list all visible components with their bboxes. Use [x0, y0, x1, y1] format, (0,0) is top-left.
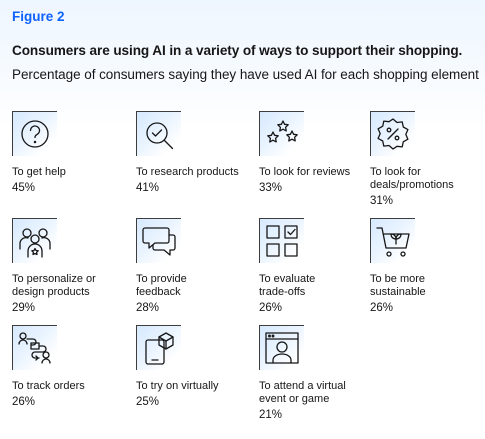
- usage-item: To personalize or design products 29%: [12, 218, 96, 314]
- usage-item: To provide feedback 28%: [136, 218, 187, 314]
- people-star-icon: [12, 218, 57, 263]
- grid-check-icon: [259, 218, 304, 263]
- item-value: 28%: [136, 302, 160, 314]
- usage-item: To track orders 26%: [12, 325, 85, 408]
- usage-item: To attend a virtual event or game 21%: [259, 325, 346, 421]
- item-value: 26%: [259, 302, 283, 314]
- item-label: To evaluate trade-offs: [259, 273, 316, 298]
- chart-subtitle: Percentage of consumers saying they have…: [12, 67, 479, 82]
- phone-cube-icon: [136, 325, 181, 370]
- chat-bubbles-icon: [136, 218, 181, 263]
- item-label: To get help: [12, 166, 66, 178]
- usage-item: To try on virtually 25%: [136, 325, 219, 408]
- question-icon: [12, 111, 57, 156]
- item-label: To personalize or design products: [12, 273, 96, 298]
- chart-title: Consumers are using AI in a variety of w…: [12, 43, 463, 58]
- usage-item: To look for deals/promotions 31%: [370, 111, 454, 207]
- usage-item: To evaluate trade-offs 26%: [259, 218, 315, 314]
- usage-item: To get help 45%: [12, 111, 66, 194]
- usage-item: To look for reviews 33%: [259, 111, 350, 194]
- stars-icon: [259, 111, 304, 156]
- item-label: To be more sustainable: [370, 273, 426, 298]
- item-label: To attend a virtual event or game: [259, 380, 346, 405]
- item-label: To track orders: [12, 380, 85, 392]
- item-label: To research products: [136, 166, 239, 178]
- item-value: 29%: [12, 302, 36, 314]
- percent-badge-icon: [370, 111, 415, 156]
- item-value: 26%: [12, 396, 36, 408]
- route-icon: [12, 325, 57, 370]
- item-value: 21%: [259, 409, 283, 421]
- usage-item: To be more sustainable 26%: [370, 218, 426, 314]
- item-label: To try on virtually: [136, 380, 219, 392]
- magnifier-check-icon: [136, 111, 181, 156]
- item-label: To provide feedback: [136, 273, 187, 298]
- item-value: 41%: [136, 182, 160, 194]
- item-label: To look for reviews: [259, 166, 351, 178]
- browser-person-icon: [259, 325, 304, 370]
- item-value: 33%: [259, 182, 283, 194]
- item-value: 25%: [136, 396, 160, 408]
- figure-label: Figure 2: [12, 9, 65, 24]
- item-label: To look for deals/promotions: [370, 166, 454, 191]
- usage-item: To research products 41%: [136, 111, 239, 194]
- item-value: 26%: [370, 302, 394, 314]
- item-value: 31%: [370, 195, 394, 207]
- item-value: 45%: [12, 182, 36, 194]
- cart-leaf-icon: [370, 218, 415, 263]
